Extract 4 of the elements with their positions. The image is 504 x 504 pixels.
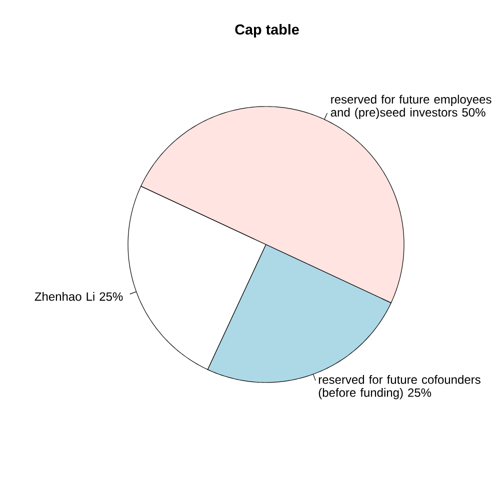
chart-title: Cap table bbox=[235, 24, 299, 38]
slice-label: reserved for future cofounders (before funding) 25% bbox=[318, 375, 480, 400]
slice-label: Zhenhao Li 25% bbox=[34, 292, 123, 301]
slice-label: reserved for future employees and (pre)seed investors 50% bbox=[330, 94, 492, 119]
